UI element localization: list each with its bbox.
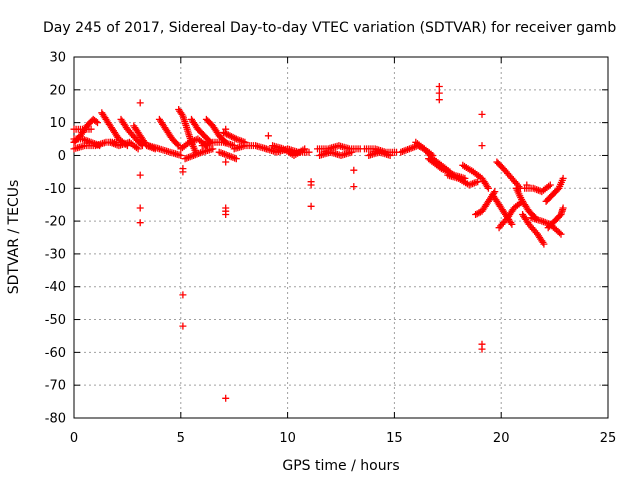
y-tick-label: -80 [45, 412, 66, 427]
y-tick-label: -70 [45, 379, 66, 394]
y-tick-label: 10 [49, 116, 66, 131]
data-point [229, 133, 237, 141]
y-tick-label: -50 [45, 313, 66, 328]
data-points-layer [70, 83, 567, 402]
data-point [209, 145, 217, 153]
y-tick-label: -20 [45, 215, 66, 230]
x-tick-label: 5 [177, 431, 185, 446]
tick-layer: 0 5 10 15 20 25 -80 -70 -60 -50 -40 -30 -20 -10 0 10 20 3… [45, 51, 617, 447]
x-tick-label: 10 [279, 431, 296, 446]
data-point [472, 211, 480, 218]
data-point [228, 133, 235, 141]
y-axis-label: SDTVAR / TECUs [6, 180, 22, 295]
data-point [222, 394, 230, 402]
data-point [96, 142, 104, 150]
data-point [523, 181, 531, 189]
data-point [173, 140, 181, 148]
data-point [435, 83, 443, 90]
data-point [478, 142, 486, 150]
data-point [92, 118, 100, 125]
x-axis-label: GPS time / hours [282, 458, 399, 474]
data-point [264, 132, 272, 140]
data-point [136, 171, 144, 179]
y-tick-label: -30 [45, 247, 66, 262]
data-point [136, 204, 144, 212]
data-point [540, 240, 548, 248]
data-point [508, 220, 516, 228]
data-point [136, 99, 144, 107]
data-point [473, 210, 481, 218]
x-tick-label: 20 [493, 431, 510, 446]
data-point [475, 209, 483, 217]
data-point [94, 119, 101, 127]
data-point [226, 132, 234, 140]
grid-layer [74, 57, 608, 418]
data-point [348, 148, 356, 156]
data-point [559, 204, 567, 212]
data-point [435, 96, 443, 104]
data-point [559, 174, 567, 182]
y-tick-label: -10 [45, 182, 66, 197]
data-point [136, 219, 144, 227]
data-point [222, 158, 230, 166]
data-point [177, 152, 185, 159]
data-point [556, 229, 563, 237]
data-point [350, 183, 358, 191]
data-point [134, 145, 142, 153]
data-point [305, 148, 313, 156]
data-point [435, 89, 443, 97]
data-point [222, 211, 230, 218]
data-point [546, 181, 554, 189]
data-point [232, 155, 240, 163]
data-point [474, 178, 482, 186]
chart-title: Day 245 of 2017, Sidereal Day-to-day VTE… [43, 20, 616, 36]
data-point [179, 322, 187, 330]
data-point [222, 125, 230, 133]
data-point [478, 110, 486, 118]
data-point [301, 145, 309, 153]
x-tick-label: 15 [386, 431, 403, 446]
data-point [307, 181, 315, 189]
data-point [478, 345, 486, 353]
x-tick-label: 0 [70, 431, 78, 446]
y-tick-label: -60 [45, 346, 66, 361]
data-point [386, 152, 394, 159]
y-tick-label: 20 [49, 83, 66, 98]
y-tick-label: 30 [49, 51, 66, 66]
data-point [179, 168, 187, 176]
data-point [87, 125, 95, 133]
data-point [484, 184, 492, 192]
x-tick-label: 25 [600, 431, 617, 446]
data-point [179, 291, 187, 299]
data-point [307, 202, 315, 210]
y-tick-label: -40 [45, 280, 66, 295]
y-tick-label: 0 [58, 149, 66, 164]
data-point [350, 166, 358, 174]
plot-frame [73, 56, 609, 419]
data-point [557, 230, 565, 238]
data-point [231, 134, 239, 142]
